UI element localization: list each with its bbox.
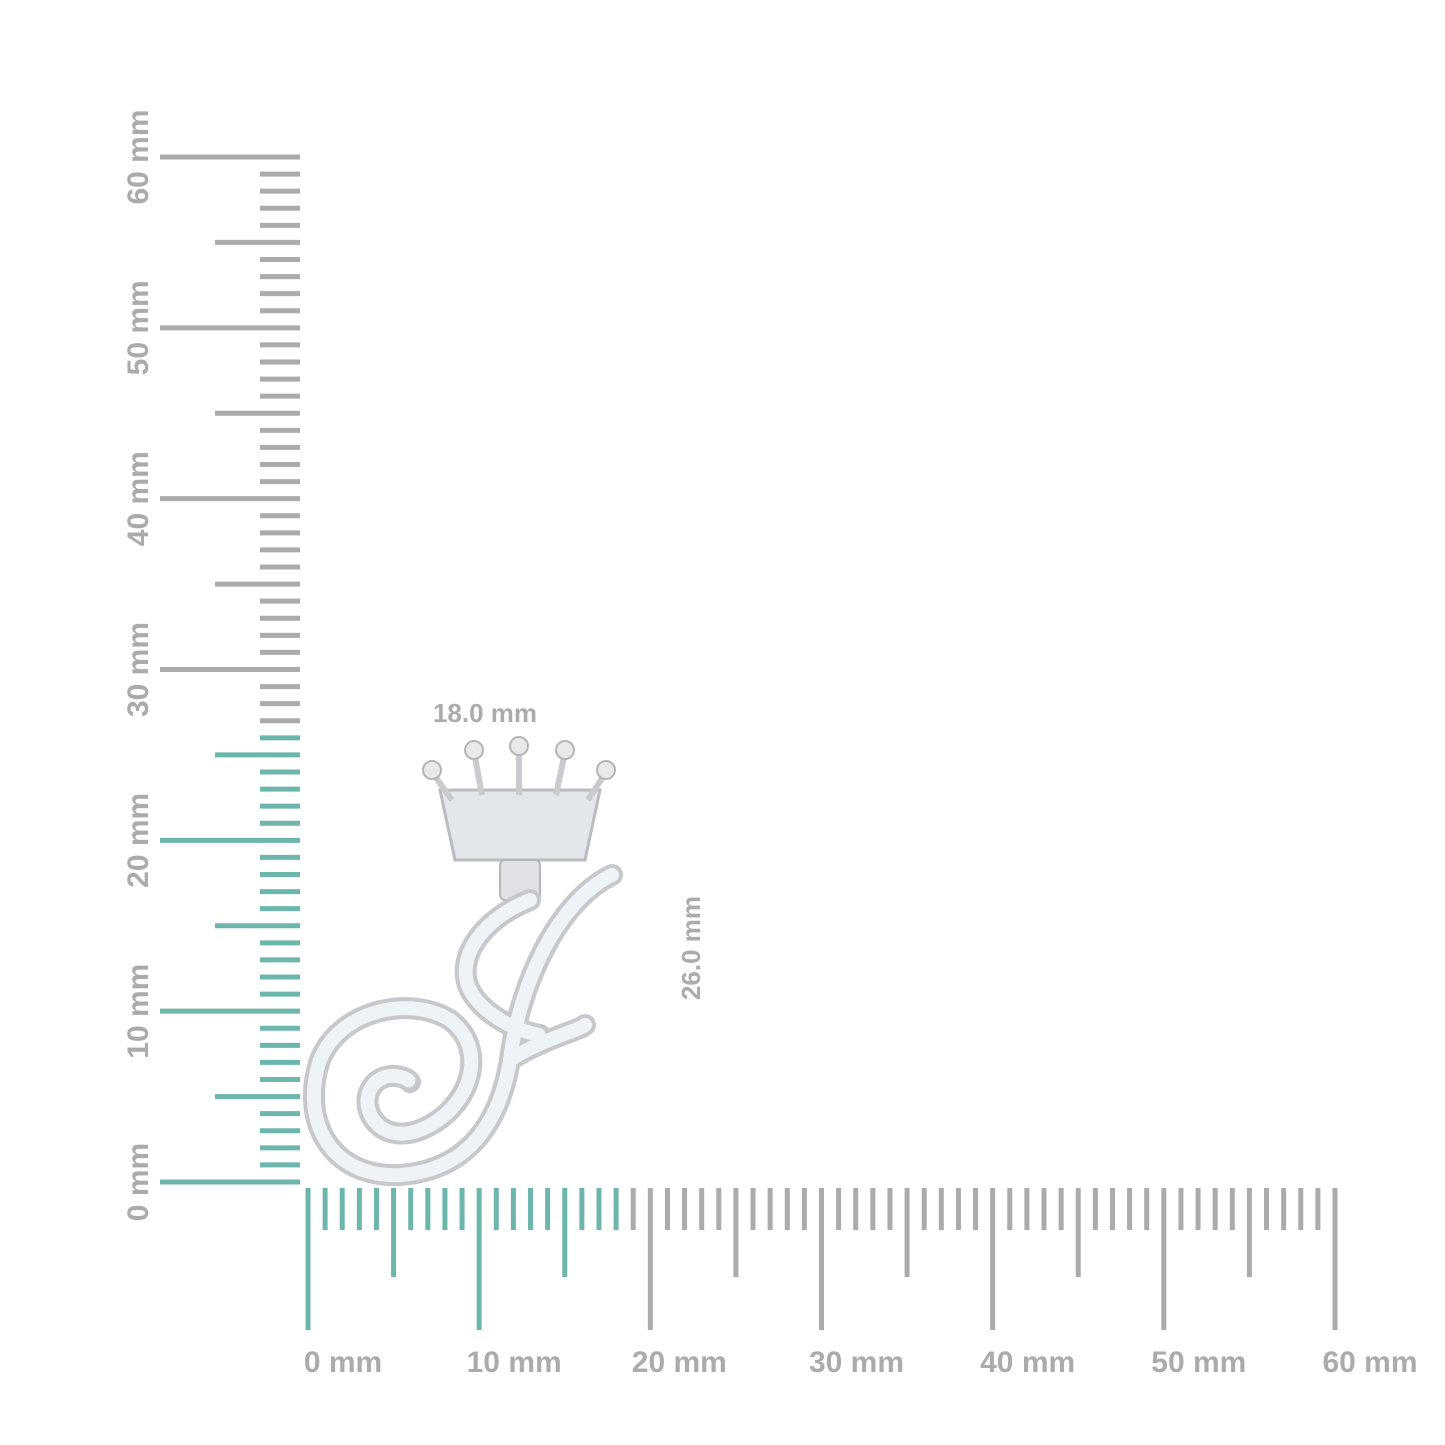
horizontal-ruler-label: 40 mm bbox=[980, 1346, 1075, 1379]
letter-j-icon bbox=[302, 864, 623, 1187]
vertical-ruler-label: 20 mm bbox=[122, 793, 155, 888]
horizontal-ruler-label: 60 mm bbox=[1322, 1346, 1417, 1379]
vertical-ruler-label: 40 mm bbox=[122, 451, 155, 546]
crown-icon bbox=[422, 736, 616, 901]
horizontal-ruler-label: 20 mm bbox=[632, 1346, 727, 1379]
vertical-ruler-label: 30 mm bbox=[122, 622, 155, 717]
horizontal-ruler-label: 0 mm bbox=[304, 1346, 382, 1379]
vertical-ruler-label: 10 mm bbox=[122, 964, 155, 1059]
horizontal-ruler-label: 50 mm bbox=[1151, 1346, 1246, 1379]
vertical-ruler-label: 0 mm bbox=[122, 1143, 155, 1221]
horizontal-ruler-label: 10 mm bbox=[467, 1346, 562, 1379]
vertical-ruler-label: 50 mm bbox=[122, 280, 155, 375]
vertical-ruler-label: 60 mm bbox=[122, 109, 155, 204]
horizontal-ruler-label: 30 mm bbox=[809, 1346, 904, 1379]
